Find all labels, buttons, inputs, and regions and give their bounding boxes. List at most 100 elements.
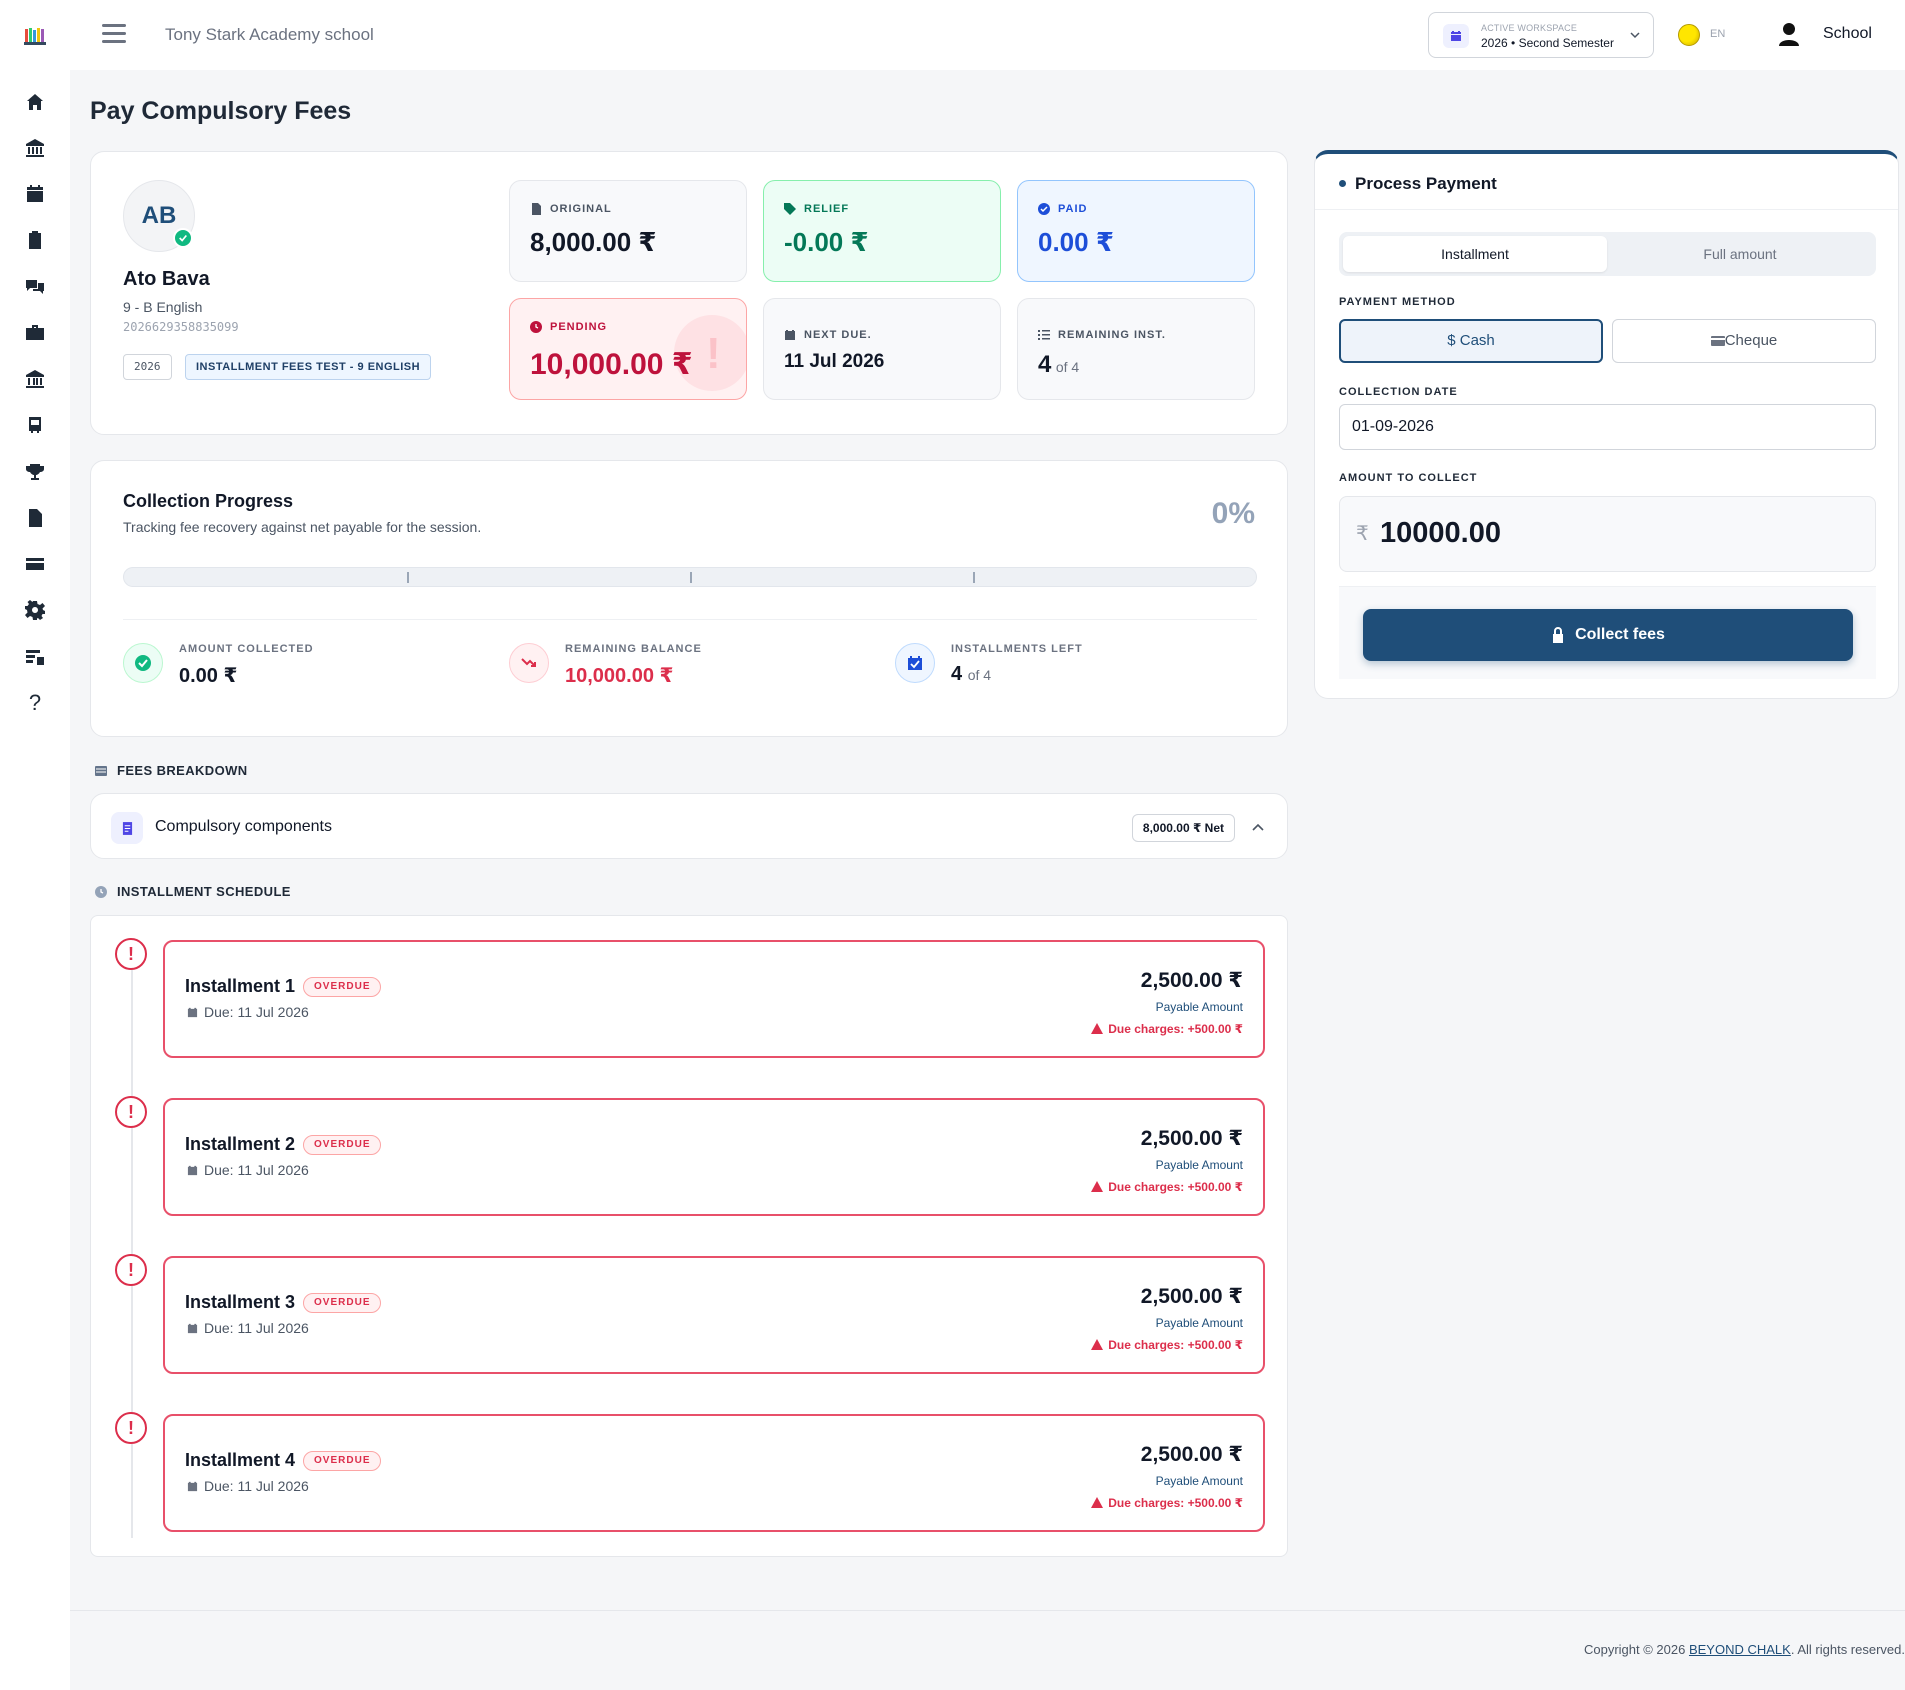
due-charges: Due charges: +500.00 ₹ (1108, 1338, 1243, 1352)
metric-label-installments: INSTALLMENTS LEFT (951, 643, 1083, 655)
reports-icon[interactable] (12, 634, 58, 680)
stat-label-relief: RELIEF (804, 203, 850, 215)
collect-fees-label: Collect fees (1575, 626, 1665, 643)
tab-installment[interactable]: Installment (1343, 236, 1607, 272)
progress-bar (123, 567, 1257, 587)
verified-check-icon (173, 228, 193, 248)
gear-icon[interactable] (12, 587, 58, 633)
stat-value-remaining: 4 (1038, 351, 1052, 378)
chevron-up-icon[interactable] (1251, 820, 1265, 834)
user-icon[interactable] (1778, 22, 1800, 46)
stat-value-original: 8,000.00 ₹ (530, 227, 657, 257)
progress-tick (690, 572, 692, 583)
tag-icon (784, 203, 796, 215)
installment-due: Due: 11 Jul 2026 (204, 1320, 309, 1336)
calendar-icon[interactable] (12, 171, 58, 217)
installment-schedule-title: INSTALLMENT SCHEDULE (117, 884, 291, 899)
sidebar: ? (0, 0, 70, 1690)
installment-card[interactable]: Installment 3 OVERDUE Due: 11 Jul 2026 2,… (163, 1256, 1265, 1374)
chat-icon[interactable] (12, 264, 58, 310)
avatar: AB (123, 180, 195, 252)
workspace-label: ACTIVE WORKSPACE (1481, 23, 1578, 33)
stat-label-paid: PAID (1058, 203, 1088, 215)
brand-link[interactable]: BEYOND CHALK (1688, 1642, 1791, 1657)
payable-label: Payable Amount (1155, 1000, 1243, 1014)
collect-fees-button[interactable]: Collect fees (1363, 609, 1853, 661)
metric-value-collected: 0.00 ₹ (179, 665, 238, 687)
footer-divider (70, 1610, 1905, 1611)
status-dot-icon (1339, 180, 1346, 187)
language-flag-icon[interactable] (1678, 24, 1700, 46)
collection-progress-card: Collection Progress Tracking fee recover… (90, 460, 1288, 737)
stat-label-remaining: REMAINING INST. (1058, 329, 1166, 341)
bus-icon[interactable] (12, 402, 58, 448)
installment-amount: 2,500.00 ₹ (1140, 1443, 1243, 1466)
amount-input[interactable]: ₹ 10000.00 (1339, 496, 1876, 572)
alert-icon: ! (115, 1412, 147, 1444)
top-bar: Tony Stark Academy school ACTIVE WORKSPA… (70, 0, 1905, 70)
installment-due: Due: 11 Jul 2026 (204, 1478, 309, 1494)
footer-suffix: . All rights reserved. (1790, 1642, 1905, 1657)
clipboard-icon[interactable] (12, 217, 58, 263)
app-logo[interactable] (24, 26, 46, 46)
collection-date-label: COLLECTION DATE (1339, 386, 1458, 398)
progress-subtitle: Tracking fee recovery against net payabl… (123, 519, 482, 535)
stat-remaining-installments: REMAINING INST. 4 of 4 (1017, 298, 1255, 400)
payment-mode-toggle: Installment Full amount (1339, 232, 1876, 276)
calendar-icon (187, 1323, 198, 1333)
compulsory-components-row[interactable]: Compulsory components 8,000.00 ₹ Net (90, 793, 1288, 859)
table-icon (95, 765, 107, 776)
plan-tag: INSTALLMENT FEES TEST - 9 ENGLISH (185, 354, 432, 380)
student-name: Ato Bava (123, 268, 210, 290)
home-icon[interactable] (12, 79, 58, 125)
payable-label: Payable Amount (1155, 1474, 1243, 1488)
tab-full-amount[interactable]: Full amount (1703, 246, 1777, 262)
timeline-line (131, 958, 133, 1538)
warning-icon (1091, 1497, 1104, 1508)
alert-icon: ! (115, 938, 147, 970)
payable-label: Payable Amount (1155, 1158, 1243, 1172)
calendar-icon (785, 330, 795, 340)
due-charges: Due charges: +500.00 ₹ (1108, 1496, 1243, 1510)
installment-card[interactable]: Installment 2 OVERDUE Due: 11 Jul 2026 2,… (163, 1098, 1265, 1216)
payable-label: Payable Amount (1155, 1316, 1243, 1330)
cheque-label: Cheque (1724, 332, 1778, 349)
currency-symbol: ₹ (1356, 523, 1369, 545)
clock-icon (95, 885, 107, 898)
installment-amount: 2,500.00 ₹ (1140, 969, 1243, 992)
alert-icon: ! (115, 1254, 147, 1286)
card-icon (1710, 336, 1725, 346)
installment-due: Due: 11 Jul 2026 (204, 1004, 309, 1020)
language-code[interactable]: EN (1710, 28, 1726, 40)
trophy-icon[interactable] (12, 449, 58, 495)
year-tag: 2026 (123, 354, 172, 380)
collection-date-input[interactable] (1339, 404, 1876, 450)
student-summary-card: AB Ato Bava 9 - B English 20266293588350… (90, 151, 1288, 435)
menu-toggle-icon[interactable] (102, 24, 126, 44)
institution-icon[interactable] (12, 356, 58, 402)
card-icon[interactable] (12, 541, 58, 587)
stat-value-next-due: 11 Jul 2026 (784, 351, 885, 372)
stat-label-original: ORIGINAL (550, 203, 612, 215)
payment-method-label: PAYMENT METHOD (1339, 296, 1456, 308)
document-icon[interactable] (12, 495, 58, 541)
user-name[interactable]: School (1823, 25, 1872, 42)
help-icon[interactable]: ? (28, 690, 42, 715)
document-icon (111, 812, 143, 844)
installment-card[interactable]: Installment 1 OVERDUE Due: 11 Jul 2026 2,… (163, 940, 1265, 1058)
installment-amount: 2,500.00 ₹ (1140, 1285, 1243, 1308)
installment-schedule-card: ! Installment 1 OVERDUE Due: 11 Jul 2026 … (90, 915, 1288, 1557)
bank-icon[interactable] (12, 125, 58, 171)
due-charges: Due charges: +500.00 ₹ (1108, 1180, 1243, 1194)
calendar-icon (187, 1481, 198, 1491)
check-circle-icon (1038, 203, 1050, 215)
calendar-icon (187, 1165, 198, 1175)
briefcase-icon[interactable] (12, 310, 58, 356)
cash-button[interactable]: $ Cash (1339, 319, 1603, 363)
fees-breakdown-heading: FEES BREAKDOWN (95, 763, 248, 778)
progress-percent: 0% (1211, 497, 1255, 530)
cheque-button[interactable]: Cheque (1612, 319, 1876, 363)
status-badge: OVERDUE (303, 1134, 382, 1155)
workspace-selector[interactable]: ACTIVE WORKSPACE 2026 • Second Semester (1428, 12, 1654, 58)
installment-card[interactable]: Installment 4 OVERDUE Due: 11 Jul 2026 2,… (163, 1414, 1265, 1532)
